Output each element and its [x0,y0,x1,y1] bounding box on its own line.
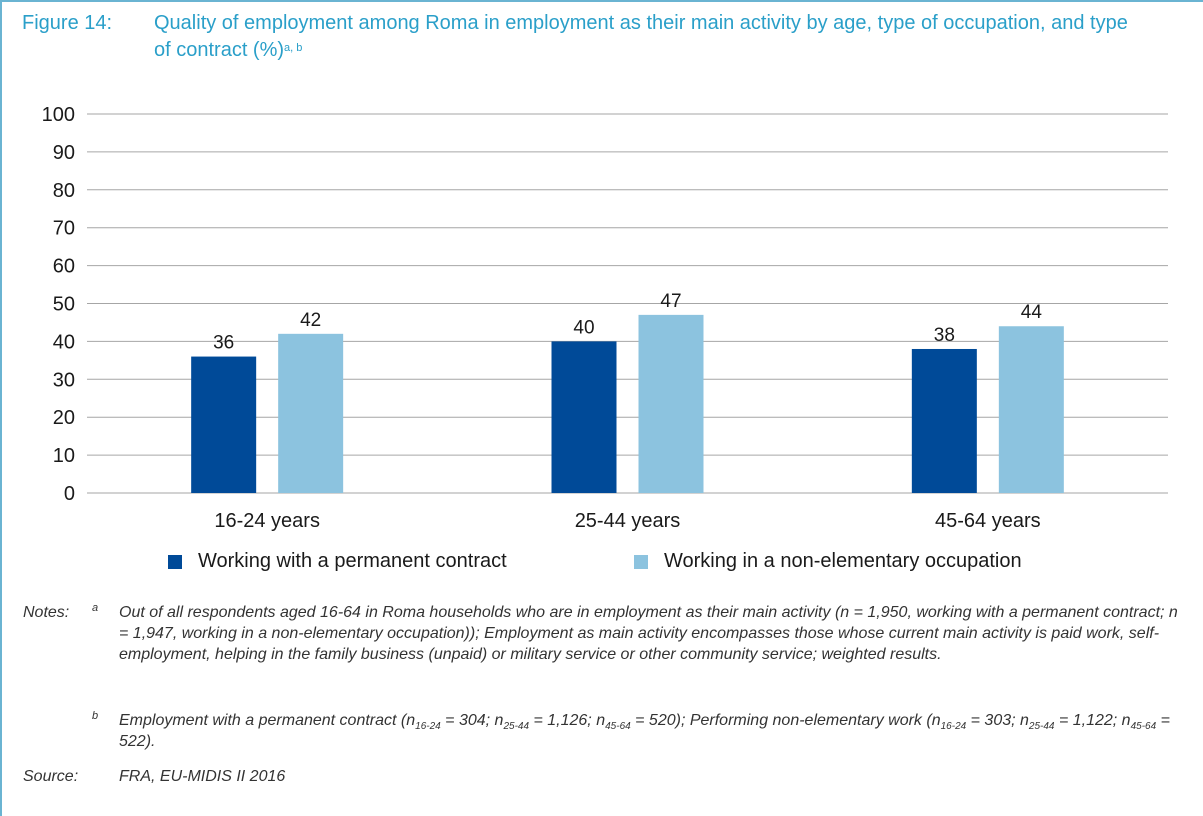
y-tick-label: 40 [53,331,75,353]
legend-swatch-non-elementary [634,554,648,569]
notes-label: Notes: [23,604,70,621]
data-label: 38 [934,325,955,346]
y-tick-label: 0 [64,483,75,505]
data-label: 44 [1021,302,1043,323]
data-label: 36 [213,333,234,354]
legend-item-permanent-contract: Working with a permanent contract [168,550,507,573]
y-tick-label: 10 [53,445,75,467]
y-tick-label: 50 [53,294,75,316]
note-b-text: Employment with a permanent contract (n1… [119,712,1170,750]
x-tick-label: 25-44 years [575,510,681,532]
legend-item-non-elementary: Working in a non-elementary occupation [634,550,1022,573]
data-label: 42 [300,310,321,331]
y-tick-label: 70 [53,218,75,240]
bar [998,326,1064,493]
x-tick-label: 16-24 years [214,510,320,532]
x-tick-label: 45-64 years [935,510,1041,532]
note-a-marker: a [92,602,99,614]
figure-title: Quality of employment among Roma in empl… [154,12,1128,61]
y-tick-label: 90 [53,142,75,164]
bar [278,333,344,493]
note-a-text: Out of all respondents aged 16-64 in Rom… [119,604,1178,663]
bar [911,348,977,493]
source-text: FRA, EU-MIDIS II 2016 [119,768,286,785]
y-tick-label: 60 [53,256,75,278]
figure-title-footnote-marks: a, b [284,42,303,54]
legend-swatch-permanent-contract [168,554,182,569]
bar [638,314,704,493]
legend-label-permanent-contract: Working with a permanent contract [198,550,507,572]
note-b-marker: b [92,710,99,722]
figure-number: Figure 14: [22,12,113,34]
chart-legend: Working with a permanent contract Workin… [2,550,1203,580]
y-tick-label: 100 [42,104,75,126]
y-tick-label: 20 [53,407,75,429]
legend-label-non-elementary: Working in a non-elementary occupation [664,550,1022,572]
bar [551,341,617,493]
source-label: Source: [23,768,79,785]
bar [191,356,257,493]
data-label: 40 [573,317,594,338]
data-label: 47 [660,291,681,312]
y-tick-label: 30 [53,369,75,391]
y-tick-label: 80 [53,180,75,202]
bar-chart: 0 10 20 30 40 50 60 70 80 90 100 36 42 16-24 years 40 4… [42,104,1168,532]
